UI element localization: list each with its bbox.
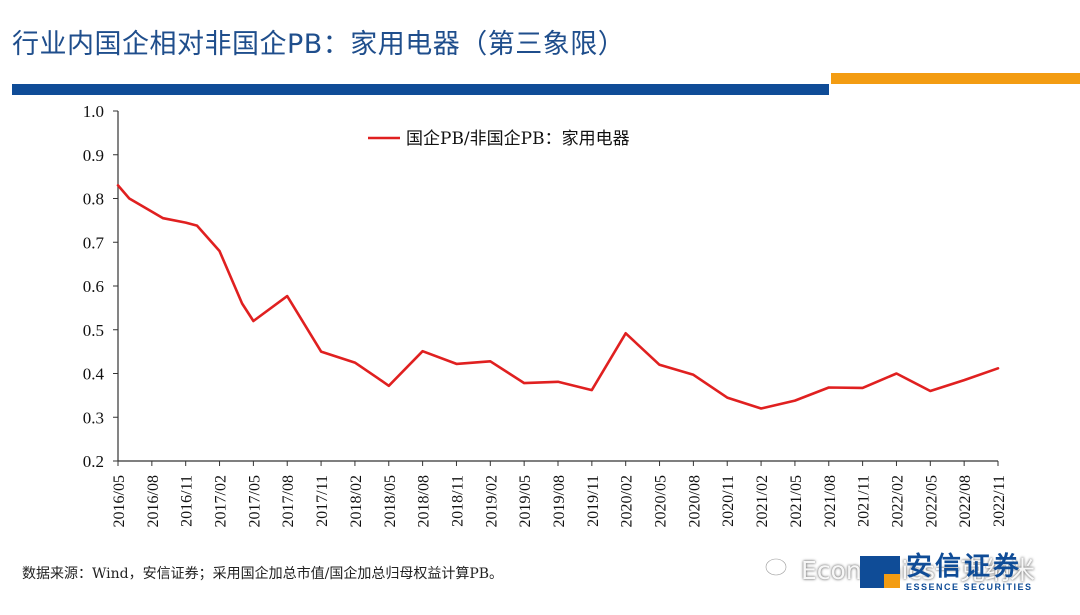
y-tick-label: 0.3 <box>83 408 104 427</box>
y-tick-label: 0.9 <box>83 146 104 165</box>
x-tick-label: 2019/08 <box>551 475 568 527</box>
title-underline-blue <box>12 84 829 95</box>
x-tick-label: 2022/08 <box>957 475 974 527</box>
x-tick-label: 2017/11 <box>314 475 331 527</box>
y-tick-label: 1.0 <box>83 102 104 121</box>
logo-name-cn: 安信证券 <box>906 552 1023 582</box>
y-tick-label: 0.5 <box>83 321 104 340</box>
source-note: 数据来源：Wind，安信证券；采用国企加总市值/国企加总归母权益计算PB。 <box>22 566 504 582</box>
x-tick-label: 2021/05 <box>788 475 805 527</box>
x-tick-label: 2017/02 <box>213 475 230 527</box>
x-tick-label: 2017/05 <box>246 475 263 527</box>
y-tick-label: 0.4 <box>83 365 105 384</box>
x-tick-label: 2021/11 <box>856 475 873 527</box>
legend-label: 国企PB/非国企PB：家用电器 <box>406 129 630 149</box>
x-tick-label: 2022/02 <box>889 475 906 527</box>
x-tick-label: 2019/11 <box>585 475 602 527</box>
x-tick-label: 2018/05 <box>382 475 399 527</box>
wechat-icon <box>764 557 795 581</box>
y-tick-label: 0.7 <box>83 233 105 252</box>
logo-name-en: ESSENCE SECURITIES <box>906 582 1033 592</box>
series-line <box>116 184 1000 410</box>
x-tick-label: 2021/02 <box>754 475 771 527</box>
x-tick-label: 2020/05 <box>653 475 670 527</box>
y-tick-label: 0.8 <box>83 190 104 209</box>
x-tick-label: 2018/08 <box>416 475 433 527</box>
x-tick-label: 2019/02 <box>483 475 500 527</box>
title-underline-orange <box>831 73 1080 84</box>
x-tick-label: 2020/08 <box>686 475 703 527</box>
x-tick-label: 2016/08 <box>145 475 162 527</box>
logo-mark-icon <box>860 556 900 588</box>
page-title: 行业内国企相对非国企PB：家用电器（第三象限） <box>12 29 626 60</box>
x-tick-label: 2020/02 <box>619 475 636 527</box>
x-tick-label: 2017/08 <box>280 475 297 527</box>
chart-legend: 国企PB/非国企PB：家用电器 <box>368 129 630 149</box>
chart-series <box>116 184 1000 410</box>
x-tick-label: 2020/11 <box>720 475 737 527</box>
y-tick-label: 0.2 <box>83 452 104 471</box>
watermark-text: Economics一克纳米 <box>801 556 1036 585</box>
x-tick-label: 2022/05 <box>923 475 940 527</box>
x-tick-label: 2021/08 <box>822 475 839 527</box>
x-tick-label: 2022/11 <box>991 475 1008 527</box>
company-logo: 安信证券 ESSENCE SECURITIES <box>860 552 1033 592</box>
x-tick-label: 2019/05 <box>517 475 534 527</box>
y-tick-label: 0.6 <box>83 277 104 296</box>
chart-axes: 0.2 0.3 0.4 0.5 0.6 0.7 0.8 0.9 1.0 2016/05 2016/0… <box>83 102 1008 527</box>
x-tick-label: 2016/11 <box>179 475 196 527</box>
x-tick-label: 2018/11 <box>449 475 466 527</box>
x-tick-label: 2016/05 <box>111 475 128 527</box>
watermark: Economics一克纳米 <box>764 551 1036 587</box>
x-tick-label: 2018/02 <box>348 475 365 527</box>
